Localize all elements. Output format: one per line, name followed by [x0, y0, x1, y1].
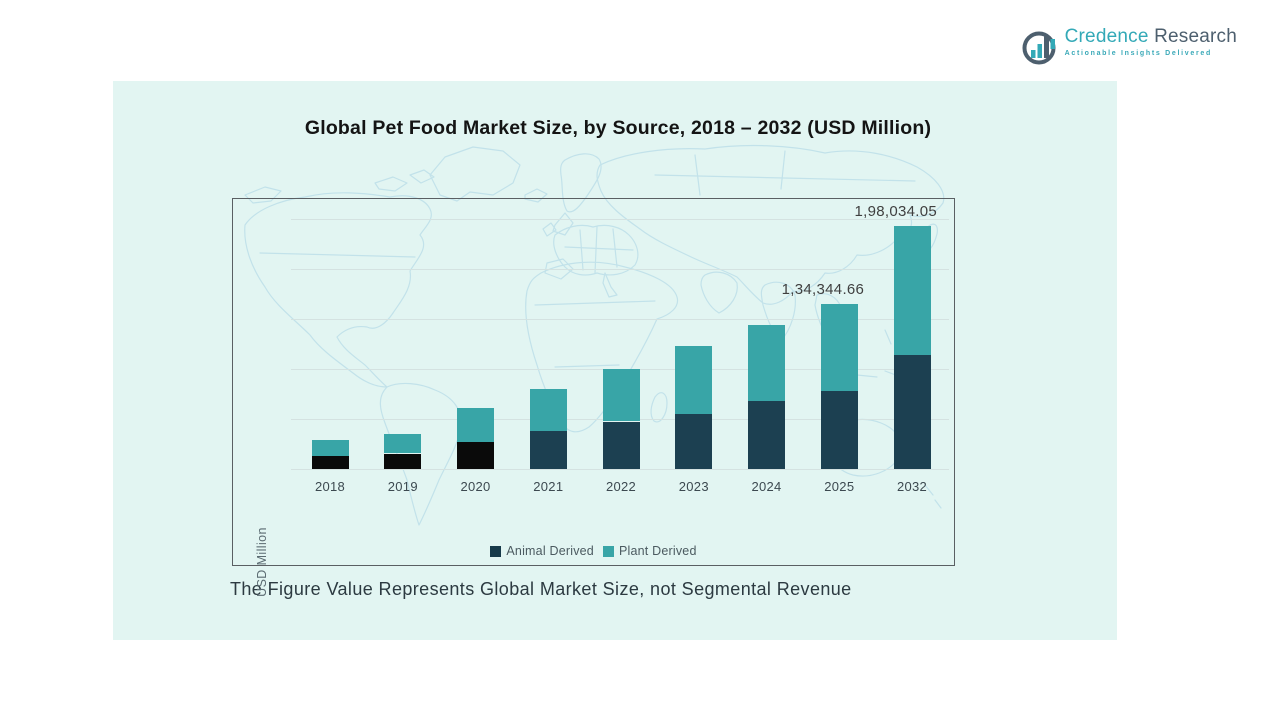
bar-segment-plant-2032 [893, 226, 931, 355]
bar-segment-animal-2022 [602, 421, 640, 469]
slide-panel [113, 81, 1117, 640]
bar-segment-plant-2024 [748, 325, 785, 402]
chart-title: Global Pet Food Market Size, by Source, … [304, 117, 932, 139]
x-tick-2025: 2025 [824, 479, 855, 494]
bar-segment-animal-2024 [748, 401, 785, 469]
chart-area: Global Pet Food Market Size, by Source, … [113, 81, 1117, 640]
x-tick-2024: 2024 [751, 479, 782, 494]
bar-segment-animal-2032 [893, 354, 931, 469]
x-tick-2022: 2022 [605, 479, 637, 494]
logo-wordmark: Credence Research [1065, 26, 1237, 48]
logo-tagline: Actionable Insights Delivered [1064, 50, 1212, 57]
bar-segment-plant-2021 [529, 388, 567, 432]
data-label-2025: 1,34,344.66 [781, 281, 865, 299]
chart-legend: Animal Derived Plant Derived [233, 544, 954, 558]
y-axis-label: USD Million [255, 527, 269, 597]
bar-segment-plant-2023 [675, 345, 713, 414]
logo-word-credence: Credence [1064, 26, 1149, 47]
credence-research-logo: Credence Research Actionable Insights De… [1020, 26, 1237, 66]
logo-word-research: Research [1154, 26, 1237, 47]
x-tick-2018: 2018 [314, 479, 346, 494]
plot-area: USD Million 1,34,344.66 1,98,034.05 2018 2… [232, 198, 955, 597]
x-tick-2023: 2023 [678, 479, 709, 494]
gridline [291, 319, 949, 320]
bar-segment-animal-2021 [529, 431, 567, 469]
legend-item-animal-derived: Animal Derived [490, 544, 594, 558]
bar-segment-animal-2023 [675, 413, 713, 469]
bar-segment-plant-2025 [820, 304, 858, 392]
bar-segment-animal-2019 [384, 453, 422, 469]
gridline [291, 219, 949, 220]
gridline [291, 269, 949, 270]
legend-swatch-icon [490, 545, 502, 557]
legend-swatch-icon [602, 545, 614, 557]
bar-segment-plant-2022 [602, 369, 640, 422]
legend-item-plant-derived: Plant Derived [602, 544, 697, 558]
legend-label: Animal Derived [506, 544, 594, 558]
bar-segment-plant-2020 [457, 407, 494, 442]
bar-segment-plant-2018 [311, 439, 349, 457]
x-tick-2032: 2032 [896, 479, 928, 494]
bar-segment-animal-2020 [457, 441, 494, 469]
legend-label: Plant Derived [618, 544, 697, 558]
data-label-2032: 1,98,034.05 [854, 203, 937, 220]
bar-segment-animal-2018 [311, 456, 349, 469]
x-tick-2019: 2019 [387, 479, 418, 494]
bar-segment-animal-2025 [820, 391, 858, 469]
x-tick-2020: 2020 [460, 479, 491, 494]
x-tick-2021: 2021 [533, 479, 564, 494]
gridline [291, 469, 949, 470]
bar-chart-circle-icon [1022, 31, 1056, 65]
figure-footnote: The Figure Value Represents Global Marke… [230, 579, 852, 599]
bar-segment-plant-2019 [384, 434, 422, 454]
